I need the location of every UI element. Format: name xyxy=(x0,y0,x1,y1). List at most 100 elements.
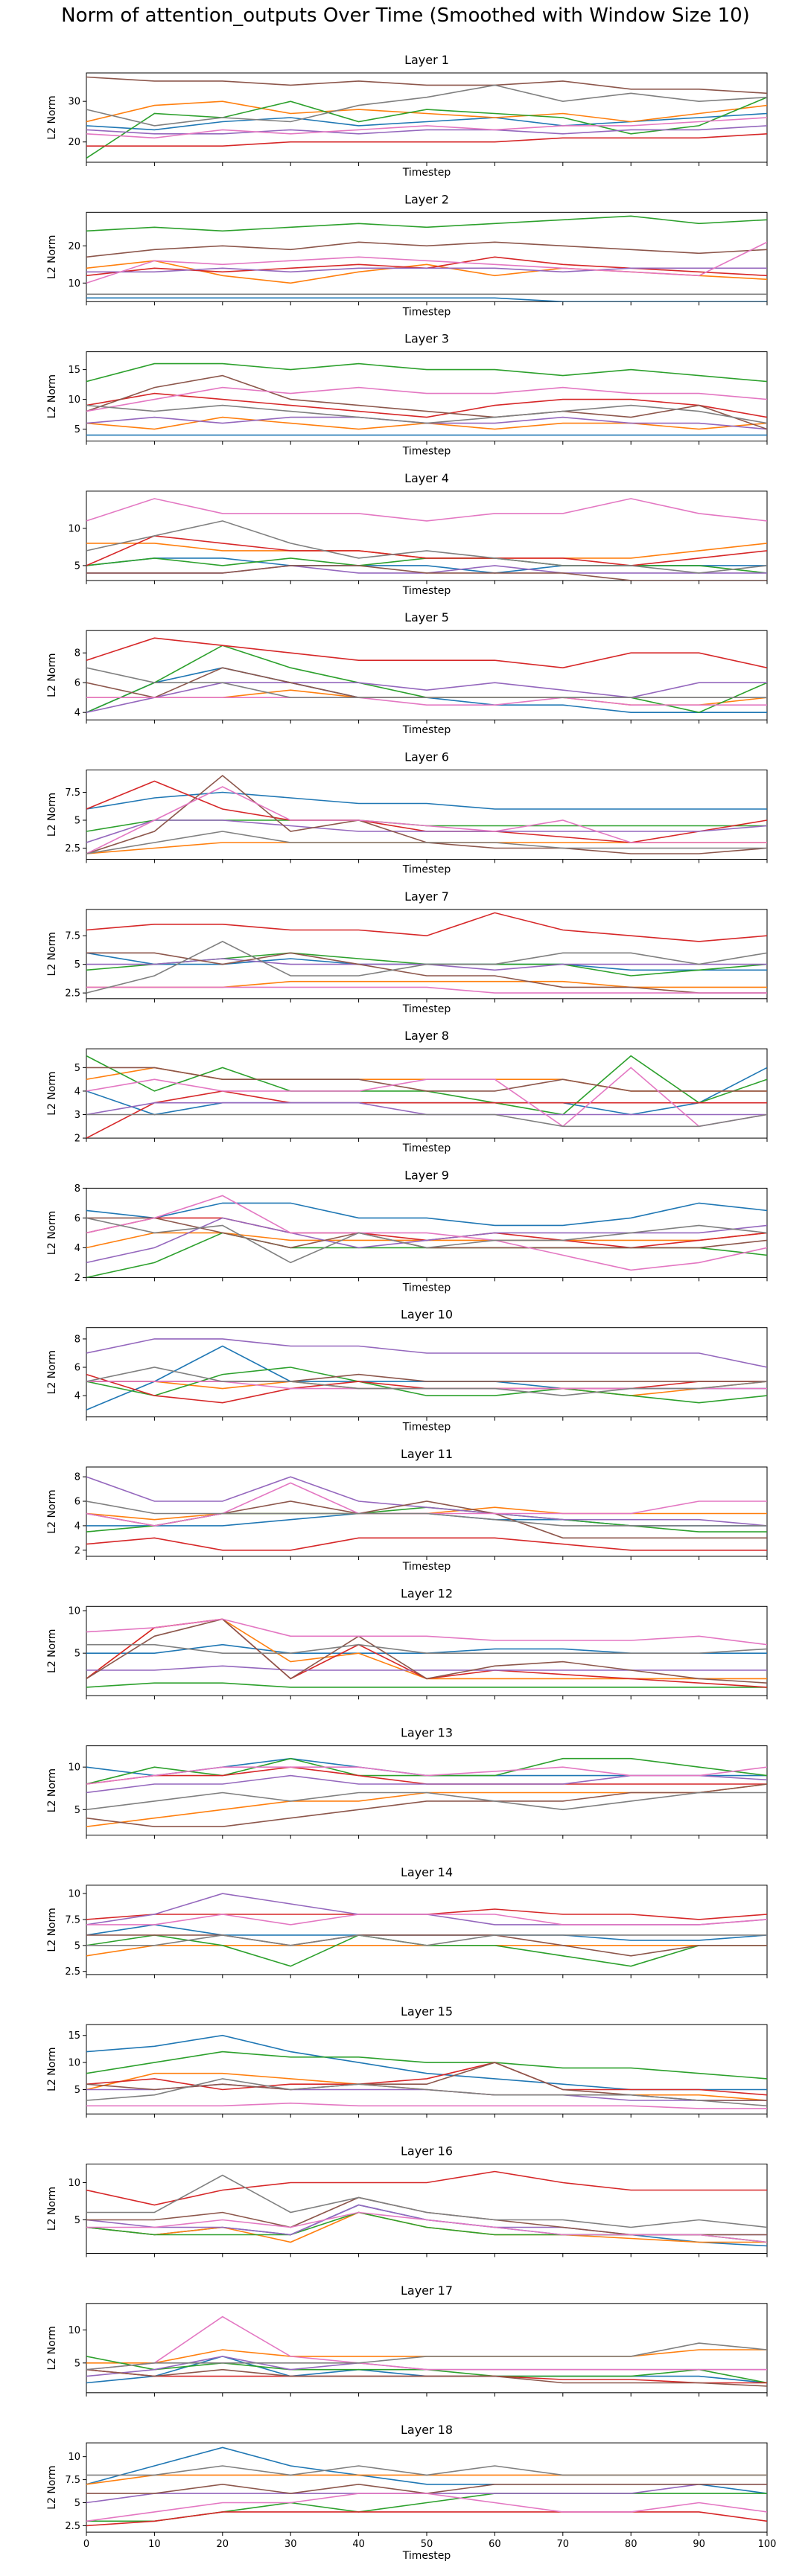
axes-frame xyxy=(86,1327,768,1418)
y-tick-label: 15 xyxy=(68,365,80,376)
series-line xyxy=(86,697,767,706)
subplot-title: Layer 15 xyxy=(401,2004,453,2019)
y-tick-label: 10 xyxy=(68,1889,80,1900)
x-axis-label: Timestep xyxy=(402,864,451,876)
y-axis-label: L2 Norm xyxy=(46,1908,58,1952)
series-line xyxy=(86,374,767,430)
series-line xyxy=(86,241,767,284)
subplot-layer-16: Layer 16 5 10 L2 Norm xyxy=(46,2144,768,2257)
series-line xyxy=(86,1067,767,1092)
series-line xyxy=(86,267,767,273)
y-tick-label: 10 xyxy=(68,278,80,290)
y-tick-label: 5 xyxy=(74,2215,80,2226)
series-line xyxy=(86,498,767,522)
y-tick-label: 2.5 xyxy=(65,843,80,854)
y-tick-label: 6 xyxy=(74,678,80,689)
series-line xyxy=(86,1682,767,1688)
subplot-title: Layer 17 xyxy=(401,2283,453,2298)
y-tick-label: 20 xyxy=(68,137,80,148)
subplot-title: Layer 12 xyxy=(401,1586,453,1600)
x-axis-label: Timestep xyxy=(402,2550,451,2562)
y-tick-label: 7.5 xyxy=(65,1914,80,1925)
series-line xyxy=(86,1783,767,1827)
series-line xyxy=(86,112,767,131)
y-axis-label: L2 Norm xyxy=(46,1768,58,1812)
y-tick-label: 8 xyxy=(74,1334,80,1345)
y-axis-label: L2 Norm xyxy=(46,2326,58,2370)
subplot-layer-2: Layer 2 10 20 L2 Norm Timestep xyxy=(46,192,768,318)
axes-frame xyxy=(86,490,768,581)
y-tick-label: 4 xyxy=(74,1391,80,1402)
y-tick-label: 4 xyxy=(74,1086,80,1097)
y-axis-label: L2 Norm xyxy=(46,235,58,279)
y-tick-label: 5 xyxy=(74,1063,80,1074)
series-line xyxy=(86,117,767,139)
x-tick-label: 80 xyxy=(625,2539,637,2550)
y-tick-label: 10 xyxy=(68,2452,80,2463)
y-tick-label: 7.5 xyxy=(65,787,80,799)
y-tick-label: 8 xyxy=(74,1472,80,1483)
x-tick-label: 100 xyxy=(758,2539,777,2550)
series-line xyxy=(86,1766,767,1785)
series-line xyxy=(86,1914,767,1925)
y-axis-label: L2 Norm xyxy=(46,95,58,139)
axes-frame xyxy=(86,2303,768,2394)
y-tick-label: 5 xyxy=(74,2085,80,2096)
subplot-title: Layer 8 xyxy=(404,1029,449,1043)
subplot-layer-3: Layer 3 5 10 15 L2 Norm Timestep xyxy=(46,332,768,458)
subplot-layer-5: Layer 5 4 6 8 L2 Norm Timestep xyxy=(46,610,768,736)
x-tick-label: 0 xyxy=(83,2539,89,2550)
x-tick-label: 20 xyxy=(217,2539,229,2550)
series-line xyxy=(86,1338,767,1368)
axes-frame xyxy=(86,351,768,442)
x-tick-label: 40 xyxy=(352,2539,365,2550)
series-line xyxy=(86,1195,767,1271)
x-axis-label: Timestep xyxy=(402,167,451,179)
series-line xyxy=(86,386,767,412)
series-line xyxy=(86,667,767,698)
subplot-title: Layer 18 xyxy=(401,2423,453,2437)
axes-frame xyxy=(86,1605,768,1696)
y-tick-label: 2 xyxy=(74,1273,80,1284)
y-tick-label: 2 xyxy=(74,1545,80,1556)
y-tick-label: 6 xyxy=(74,1213,80,1224)
series-line xyxy=(86,2170,767,2206)
x-axis-label: Timestep xyxy=(402,306,451,318)
y-axis-label: L2 Norm xyxy=(46,2187,58,2231)
subplot-title: Layer 13 xyxy=(401,1726,453,1740)
y-tick-label: 10 xyxy=(68,523,80,534)
axes-frame xyxy=(86,2164,768,2254)
series-line xyxy=(86,2465,767,2476)
subplot-title: Layer 5 xyxy=(404,610,449,624)
y-axis-label: L2 Norm xyxy=(46,653,58,697)
series-line xyxy=(86,831,767,854)
series-line xyxy=(86,1202,767,1227)
y-tick-label: 8 xyxy=(74,648,80,659)
y-axis-label: L2 Norm xyxy=(46,1071,58,1115)
subplot-layer-10: Layer 10 4 6 8 L2 Norm Timestep xyxy=(46,1308,768,1434)
x-tick-label: 90 xyxy=(693,2539,705,2550)
series-line xyxy=(86,1090,767,1139)
y-tick-label: 4 xyxy=(74,708,80,719)
y-tick-label: 6 xyxy=(74,1363,80,1374)
series-line xyxy=(86,565,767,581)
y-tick-label: 2.5 xyxy=(65,988,80,1000)
y-tick-label: 10 xyxy=(68,2058,80,2069)
y-tick-label: 4 xyxy=(74,1243,80,1254)
series-line xyxy=(86,2102,767,2109)
series-line xyxy=(86,819,767,843)
subplot-title: Layer 9 xyxy=(404,1168,449,1182)
series-line xyxy=(86,1792,767,1811)
y-tick-label: 5 xyxy=(74,816,80,827)
axes-frame xyxy=(86,1745,768,1836)
y-tick-label: 5 xyxy=(74,1649,80,1660)
series-line xyxy=(86,2368,767,2387)
y-axis-label: L2 Norm xyxy=(46,2465,58,2509)
series-line xyxy=(86,2174,767,2228)
y-axis-label: L2 Norm xyxy=(46,1489,58,1533)
x-axis-label: Timestep xyxy=(402,1142,451,1154)
x-tick-label: 50 xyxy=(421,2539,433,2550)
series-line xyxy=(86,1618,767,1646)
